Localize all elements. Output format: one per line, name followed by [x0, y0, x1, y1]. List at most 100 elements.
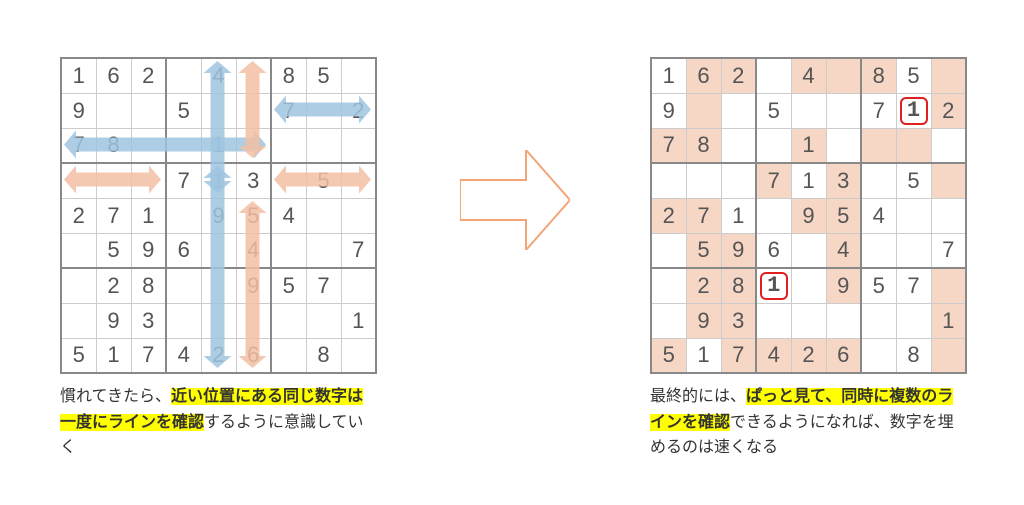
- cell: 4: [861, 198, 896, 233]
- cell: 7: [96, 198, 131, 233]
- cell: [651, 268, 686, 303]
- cell: 7: [131, 338, 166, 373]
- cell: [791, 93, 826, 128]
- cell: [861, 128, 896, 163]
- cell: [166, 268, 201, 303]
- cell: [271, 233, 306, 268]
- cell: 6: [686, 58, 721, 93]
- cell: 6: [96, 58, 131, 93]
- cell: 8: [896, 338, 931, 373]
- cell: [306, 233, 341, 268]
- cell: [791, 268, 826, 303]
- cell: [166, 58, 201, 93]
- cell: [131, 93, 166, 128]
- left-caption: 慣れてきたら、近い位置にある同じ数字は一度にラインを確認するように意識していく: [60, 384, 370, 461]
- cell: 7: [931, 233, 966, 268]
- cell: [931, 198, 966, 233]
- cell: 1: [341, 303, 376, 338]
- cell: [306, 93, 341, 128]
- cell: 5: [166, 93, 201, 128]
- cell: 8: [306, 338, 341, 373]
- cell: [651, 163, 686, 198]
- cell: 7: [721, 338, 756, 373]
- cell: [791, 303, 826, 338]
- cell: 5: [896, 58, 931, 93]
- right-sudoku-table: 1624859571278171352719545964728195793151…: [650, 57, 967, 374]
- cell: [931, 58, 966, 93]
- caption-pre: 慣れてきたら、: [60, 388, 171, 405]
- cell: 2: [96, 268, 131, 303]
- cell: [96, 93, 131, 128]
- cell: 9: [236, 268, 271, 303]
- cell: 6: [756, 233, 791, 268]
- cell: 3: [721, 303, 756, 338]
- cell: 1: [96, 338, 131, 373]
- cell: [861, 338, 896, 373]
- cell: 1: [686, 338, 721, 373]
- cell: 1: [201, 128, 236, 163]
- cell: 4: [791, 58, 826, 93]
- cell: 1: [721, 198, 756, 233]
- caption-pre: 最終的には、: [650, 388, 746, 405]
- cell: 7: [61, 128, 96, 163]
- cell: 2: [931, 93, 966, 128]
- cell: 7: [306, 268, 341, 303]
- cell: 7: [896, 268, 931, 303]
- cell: 2: [651, 198, 686, 233]
- cell: [201, 93, 236, 128]
- cell: 6: [236, 338, 271, 373]
- cell: [341, 58, 376, 93]
- cell: 3: [826, 163, 861, 198]
- cell: [756, 128, 791, 163]
- cell: 7: [341, 233, 376, 268]
- cell: [166, 128, 201, 163]
- cell: 9: [791, 198, 826, 233]
- cell: 5: [271, 268, 306, 303]
- cell: 3: [236, 163, 271, 198]
- cell: [896, 128, 931, 163]
- cell: 7: [166, 163, 201, 198]
- stage: 1624859572781713527195459647289579315174…: [0, 0, 1024, 505]
- left-sudoku-table: 1624859572781713527195459647289579315174…: [60, 57, 377, 374]
- cell: 9: [826, 268, 861, 303]
- cell: 5: [96, 233, 131, 268]
- cell: [61, 233, 96, 268]
- cell: [686, 93, 721, 128]
- cell: [341, 338, 376, 373]
- cell: [756, 198, 791, 233]
- cell: 7: [756, 163, 791, 198]
- cell: [341, 198, 376, 233]
- cell: [166, 303, 201, 338]
- cell: [61, 163, 96, 198]
- cell: [686, 163, 721, 198]
- cell: 5: [896, 163, 931, 198]
- cell: [931, 268, 966, 303]
- cell: [201, 268, 236, 303]
- cell: 7: [861, 93, 896, 128]
- cell: 4: [271, 198, 306, 233]
- cell: 4: [166, 338, 201, 373]
- right-sudoku: 1624859571278171352719545964728195793151…: [650, 57, 967, 374]
- cell: [341, 128, 376, 163]
- cell: [96, 163, 131, 198]
- cell: [271, 338, 306, 373]
- cell: [236, 303, 271, 338]
- left-sudoku: 1624859572781713527195459647289579315174…: [60, 57, 377, 374]
- cell: [931, 163, 966, 198]
- cell: 1: [651, 58, 686, 93]
- cell: [896, 303, 931, 338]
- cell: 5: [826, 198, 861, 233]
- cell: 9: [686, 303, 721, 338]
- big-arrow-icon: [460, 150, 570, 250]
- cell: 2: [131, 58, 166, 93]
- cell: [306, 198, 341, 233]
- cell: [236, 128, 271, 163]
- cell: 8: [721, 268, 756, 303]
- cell: 7: [651, 128, 686, 163]
- cell: [896, 198, 931, 233]
- cell: 4: [826, 233, 861, 268]
- cell: [721, 163, 756, 198]
- cell: [271, 163, 306, 198]
- cell: [756, 58, 791, 93]
- cell: 9: [131, 233, 166, 268]
